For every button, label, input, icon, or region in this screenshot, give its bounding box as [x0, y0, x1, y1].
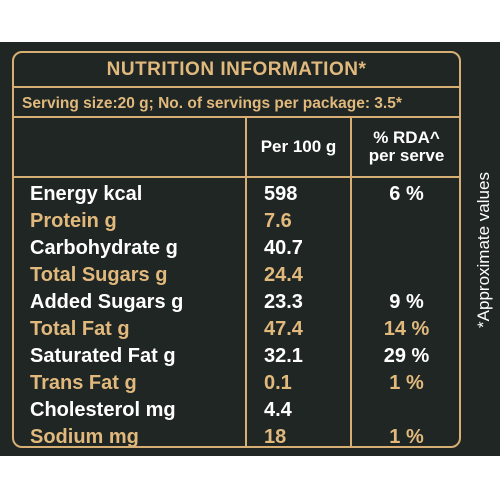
nutrient-per-100g: 32.1 — [264, 345, 303, 367]
approximate-values-note: *Approximate values — [474, 171, 494, 328]
nutrient-row: Energy kcal 598 6 % — [14, 181, 459, 208]
nutrient-rda: 9 % — [389, 291, 424, 313]
table-title: NUTRITION INFORMATION* — [106, 59, 367, 80]
nutrient-per-100g: 7.6 — [264, 210, 292, 232]
header-per-100g: Per 100 g — [247, 118, 350, 176]
nutrient-name: Total Fat g — [30, 318, 130, 340]
nutrient-row: Saturated Fat g 32.1 29 % — [14, 343, 459, 370]
header-rda-line1: % RDA^ — [373, 128, 440, 147]
serving-info: Serving size:20 g; No. of servings per p… — [14, 86, 459, 118]
nutrient-row: Total Sugars g 24.4 — [14, 262, 459, 289]
nutrient-row: Total Fat g 47.4 14 % — [14, 316, 459, 343]
header-per-100g-label: Per 100 g — [260, 137, 337, 156]
nutrient-row: Cholesterol mg 4.4 — [14, 397, 459, 424]
nutrient-per-100g: 24.4 — [264, 264, 303, 286]
nutrient-name: Cholesterol mg — [30, 399, 176, 421]
nutrient-per-100g: 598 — [264, 183, 298, 205]
label-background — [0, 42, 500, 456]
column-divider — [245, 118, 247, 446]
nutrient-name: Total Sugars g — [30, 264, 168, 286]
nutrient-rda: 29 % — [383, 345, 430, 367]
nutrient-per-100g: 40.7 — [264, 237, 303, 259]
side-note: *Approximate values — [470, 51, 498, 448]
header-rda: % RDA^ per serve — [352, 118, 459, 176]
nutrient-row: Protein g 7.6 — [14, 208, 459, 235]
nutrient-rda: 1 % — [389, 426, 424, 448]
nutrient-row: Sodium mg 18 1 % — [14, 424, 459, 448]
nutrition-table: NUTRITION INFORMATION* Serving size:20 g… — [12, 51, 461, 448]
nutrient-row: Added Sugars g 23.3 9 % — [14, 289, 459, 316]
header-divider — [14, 176, 459, 178]
nutrient-row: Trans Fat g 0.1 1 % — [14, 370, 459, 397]
nutrient-per-100g: 23.3 — [264, 291, 303, 313]
nutrient-per-100g: 47.4 — [264, 318, 303, 340]
nutrient-name: Saturated Fat g — [30, 345, 176, 367]
nutrient-rows: Energy kcal 598 6 % Protein g 7.6 Carbohydrat… — [14, 181, 459, 448]
nutrient-rda: 6 % — [389, 183, 424, 205]
table-grid: Per 100 g % RDA^ per serve Energy kcal 59… — [14, 118, 459, 448]
nutrient-name: Added Sugars g — [30, 291, 184, 313]
nutrient-name: Carbohydrate g — [30, 237, 178, 259]
nutrient-name: Sodium mg — [30, 426, 139, 448]
nutrient-row: Carbohydrate g 40.7 — [14, 235, 459, 262]
nutrient-name: Trans Fat g — [30, 372, 137, 394]
nutrient-name: Energy kcal — [30, 183, 143, 205]
nutrient-name: Protein g — [30, 210, 117, 232]
column-divider — [350, 118, 352, 446]
nutrient-rda: 1 % — [389, 372, 424, 394]
nutrient-rda: 14 % — [383, 318, 430, 340]
nutrient-per-100g: 0.1 — [264, 372, 292, 394]
nutrient-per-100g: 4.4 — [264, 399, 292, 421]
header-rda-line2: per serve — [368, 146, 445, 165]
nutrient-per-100g: 18 — [264, 426, 287, 448]
